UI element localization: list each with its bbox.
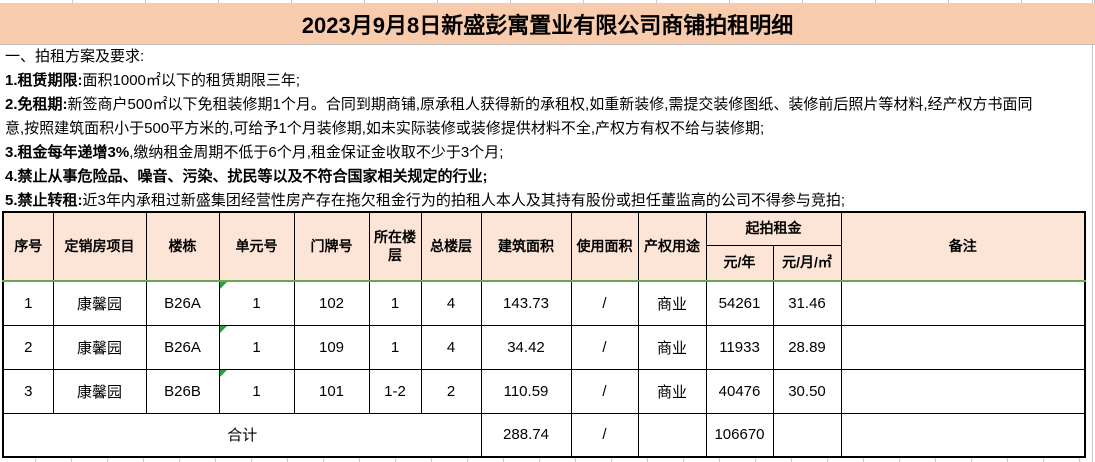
col-header-built-area[interactable]: 建筑面积 [480,211,572,282]
col-header-total-floors[interactable]: 总楼层 [420,211,482,282]
cell-unit[interactable]: 1 [218,324,295,370]
cell-rent-year[interactable]: 54261 [705,280,774,326]
cell-total-floors[interactable]: 4 [420,280,482,326]
cell-floor[interactable]: 1 [368,280,422,326]
requirement-line-2-term: 2.免租期: [5,96,68,113]
cell-door-no[interactable]: 102 [293,280,370,326]
cell-usable-area[interactable]: / [570,324,639,370]
title-cell[interactable]: 2023月9月8日新盛彭寓置业有限公司商铺拍租明细 [0,3,1095,45]
col-header-project[interactable]: 定销房项目 [52,211,147,282]
cell-seq[interactable]: 1 [2,280,54,326]
corner-flag-icon [220,283,227,289]
requirements-section: 一、拍租方案及要求: 1.租赁期限:面积1000㎡以下的租赁期限三年; 2.免租… [0,45,1095,211]
cell-built-area[interactable]: 110.59 [480,368,572,414]
cell-project[interactable]: 康馨园 [52,324,147,370]
col-header-property-use[interactable]: 产权用途 [637,211,707,282]
cell-rent-year[interactable]: 40476 [705,368,774,414]
col-header-seq[interactable]: 序号 [2,211,54,282]
cell-unit-value: 1 [252,382,261,400]
requirement-line-1-term: 1.租赁期限: [5,72,83,89]
cell-rent-month[interactable]: 31.46 [772,280,842,326]
cell-project[interactable]: 康馨园 [52,368,147,414]
cell-unit-value: 1 [252,338,261,356]
cell-remarks[interactable] [840,324,1086,370]
total-built-area[interactable]: 288.74 [480,412,572,458]
total-usable-area[interactable]: / [570,412,639,458]
cell-total-floors[interactable]: 2 [420,368,482,414]
col-header-building[interactable]: 楼栋 [145,211,220,282]
total-label-cell[interactable]: 合计 [2,412,482,458]
sheet-gridline-right [1092,0,1093,462]
col-header-starting-rent[interactable]: 起拍租金 [705,211,842,246]
total-property-use[interactable] [637,412,707,458]
col-header-yuan-per-month-sqm[interactable]: 元/月/㎡ [772,244,842,282]
cell-door-no[interactable]: 109 [293,324,370,370]
cell-usable-area[interactable]: / [570,368,639,414]
table-row-2: 2 康馨园 B26A 1 109 1 4 34.42 / 商业 11933 28… [2,324,1086,370]
corner-flag-icon [220,326,227,333]
cell-total-floors[interactable]: 4 [420,324,482,370]
total-remarks[interactable] [840,412,1086,458]
requirement-line-5-term: 5.禁止转租: [5,192,83,209]
sheet-gridlines-top [0,0,1095,3]
requirement-line-3-text: ,缴纳租金周期不低于6个月,租金保证金收取不少于3个月; [129,144,504,161]
cell-rent-year[interactable]: 11933 [705,324,774,370]
requirement-line-2-cont-text: 意,按照建筑面积小于500平方米的,可给予1个月装修期,如未实际装修或装修提供材… [5,120,765,137]
cell-floor[interactable]: 1-2 [368,368,422,414]
cell-building[interactable]: B26B [145,368,220,414]
cell-property-use[interactable]: 商业 [637,324,707,370]
col-header-floor[interactable]: 所在楼层 [368,211,422,282]
cell-unit[interactable]: 1 [218,368,295,414]
requirement-line-4[interactable]: 4.禁止从事危险品、噪音、污染、扰民等以及不符合国家相关规定的行业; [5,165,1095,189]
total-rent-month[interactable] [772,412,842,458]
corner-flag-icon [220,370,227,377]
requirement-line-2[interactable]: 2.免租期:新签商户500㎡以下免租装修期1个月。合同到期商铺,原承租人获得新的… [5,93,1095,117]
cell-property-use[interactable]: 商业 [637,280,707,326]
cell-building[interactable]: B26A [145,324,220,370]
requirement-line-2-cont[interactable]: 意,按照建筑面积小于500平方米的,可给予1个月装修期,如未实际装修或装修提供材… [5,117,1095,141]
table-total-row: 合计 288.74 / 106670 [2,412,1086,458]
col-header-usable-area[interactable]: 使用面积 [570,211,639,282]
cell-usable-area[interactable]: / [570,280,639,326]
cell-built-area[interactable]: 143.73 [480,280,572,326]
page-title: 2023月9月8日新盛彭寓置业有限公司商铺拍租明细 [301,12,794,38]
cell-built-area[interactable]: 34.42 [480,324,572,370]
cell-seq[interactable]: 2 [2,324,54,370]
cell-unit[interactable]: 1 [218,280,295,326]
col-header-door-no[interactable]: 门牌号 [293,211,370,282]
cell-project[interactable]: 康馨园 [52,280,147,326]
requirement-line-3-term: 3.租金每年递增3% [5,144,130,161]
table-row-3: 3 康馨园 B26B 1 101 1-2 2 110.59 / 商业 40476… [2,368,1086,414]
cell-unit-value: 1 [252,294,261,312]
cell-floor[interactable]: 1 [368,324,422,370]
requirement-line-5[interactable]: 5.禁止转租:近3年内承租过新盛集团经营性房产存在拖欠租金行为的拍租人本人及其持… [5,189,1095,211]
cell-property-use[interactable]: 商业 [637,368,707,414]
requirement-line-3[interactable]: 3.租金每年递增3%,缴纳租金周期不低于6个月,租金保证金收取不少于3个月; [5,141,1095,165]
cell-remarks[interactable] [840,280,1086,326]
table-row-1: 1 康馨园 B26A 1 102 1 4 143.73 / 商业 54261 3… [2,280,1086,326]
cell-seq[interactable]: 3 [2,368,54,414]
requirement-line-5-text: 近3年内承租过新盛集团经营性房产存在拖欠租金行为的拍租人本人及其持有股份或担任董… [82,192,846,209]
total-rent-year[interactable]: 106670 [705,412,774,458]
requirement-line-1[interactable]: 1.租赁期限:面积1000㎡以下的租赁期限三年; [5,69,1095,93]
requirement-line-1-text: 面积1000㎡以下的租赁期限三年; [82,72,301,89]
col-header-yuan-per-year[interactable]: 元/年 [705,244,774,282]
cell-door-no[interactable]: 101 [293,368,370,414]
cell-rent-month[interactable]: 28.89 [772,324,842,370]
cell-remarks[interactable] [840,368,1086,414]
requirement-line-2-text: 新签商户500㎡以下免租装修期1个月。合同到期商铺,原承租人获得新的承租权,如重… [67,96,1033,113]
auction-table: 序号 定销房项目 楼栋 单元号 门牌号 所在楼层 总楼层 建筑面积 使用面积 产… [2,211,1086,458]
requirement-line-4-term: 4.禁止从事危险品、噪音、污染、扰民等以及不符合国家相关规定的行业; [5,168,488,185]
sheet-gridlines-bottom [0,458,1084,462]
cell-rent-month[interactable]: 30.50 [772,368,842,414]
requirements-heading[interactable]: 一、拍租方案及要求: [5,48,145,65]
col-header-remarks[interactable]: 备注 [840,211,1086,282]
cell-building[interactable]: B26A [145,280,220,326]
col-header-unit[interactable]: 单元号 [218,211,295,282]
